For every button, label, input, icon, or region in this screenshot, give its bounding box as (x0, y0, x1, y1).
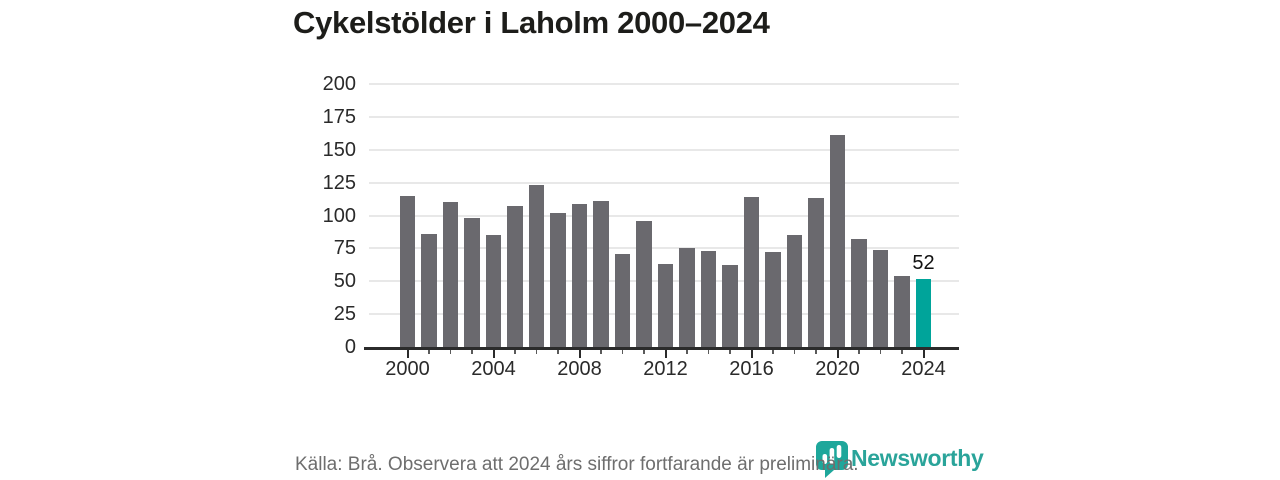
y-axis-tick-label: 100 (322, 204, 356, 227)
bar-2021 (851, 239, 867, 347)
x-axis-minor-tick (707, 350, 710, 354)
gridline (369, 115, 959, 118)
x-axis-tick-label: 2024 (901, 358, 946, 380)
newsworthy-logo-icon (816, 441, 848, 478)
bar-2008 (571, 204, 588, 347)
x-axis-minor-tick (729, 350, 731, 354)
x-axis-minor-tick (815, 350, 817, 354)
x-axis-minor-tick (557, 350, 559, 354)
chart-title: Cykelstölder i Laholm 2000–2024 (293, 5, 770, 40)
x-axis-minor-tick (428, 350, 430, 354)
x-axis-major-tick (922, 350, 925, 358)
bar-2010 (614, 254, 631, 347)
x-axis-tick-label: 2016 (729, 358, 774, 380)
x-axis-minor-tick (514, 350, 516, 354)
bar-2013 (679, 248, 695, 347)
x-axis-line (364, 347, 959, 350)
bar-2001 (421, 234, 437, 347)
gridline (369, 214, 959, 217)
x-axis-major-tick (406, 350, 409, 358)
x-axis-tick-label: 2000 (385, 358, 430, 380)
x-axis-minor-tick (686, 350, 688, 354)
x-axis-tick-label: 2020 (815, 358, 860, 380)
x-axis-minor-tick (600, 350, 602, 354)
y-axis-tick-label: 125 (322, 171, 356, 194)
x-axis-major-tick (578, 350, 581, 358)
bar-2002 (442, 202, 459, 347)
y-axis-tick-label: 0 (344, 336, 356, 358)
y-axis-tick-label: 150 (322, 138, 356, 161)
bar-2014 (700, 251, 717, 347)
bar-2019 (808, 198, 824, 347)
x-axis-major-tick (664, 350, 667, 358)
x-axis-minor-tick (643, 350, 645, 354)
gridline (369, 83, 959, 85)
bar-2007 (550, 213, 566, 347)
bar-2016 (743, 197, 760, 347)
value-annotation: 52 (912, 251, 935, 274)
bar-2022 (872, 250, 889, 347)
gridline (369, 247, 959, 250)
bar-2023 (894, 276, 910, 347)
bar-2018 (786, 235, 803, 347)
bar-2012 (657, 264, 674, 347)
x-axis-tick-label: 2004 (471, 358, 516, 380)
x-axis-minor-tick (858, 350, 860, 354)
x-axis-minor-tick (879, 350, 882, 354)
x-axis-minor-tick (621, 350, 624, 354)
bar-2017 (765, 252, 781, 347)
y-axis-tick-label: 175 (322, 105, 356, 128)
bar-2015 (722, 265, 738, 347)
x-axis-minor-tick (449, 350, 452, 354)
y-axis-tick-label: 75 (333, 237, 356, 260)
newsworthy-wordmark: Newsworthy (851, 445, 984, 471)
x-axis-minor-tick (471, 350, 473, 354)
y-axis-tick-label: 50 (333, 270, 356, 293)
x-axis-major-tick (750, 350, 753, 358)
source-note: Källa: Brå. Observera att 2024 års siffr… (295, 454, 859, 475)
bar-2024 (915, 279, 932, 347)
x-axis-tick-label: 2008 (557, 358, 602, 380)
bar-2004 (485, 235, 502, 347)
bar-2011 (636, 221, 652, 347)
x-axis-major-tick (492, 350, 495, 358)
y-axis-tick-label: 25 (333, 303, 356, 326)
x-axis-major-tick (836, 350, 839, 358)
bar-2006 (528, 185, 545, 347)
bar-2005 (507, 206, 523, 347)
x-axis-minor-tick (793, 350, 796, 354)
x-axis-minor-tick (901, 350, 903, 354)
bar-2009 (593, 201, 609, 347)
x-axis-tick-label: 2012 (643, 358, 688, 380)
x-axis-minor-tick (772, 350, 774, 354)
gridline (369, 181, 959, 184)
bar-2003 (464, 218, 480, 347)
bar-2000 (399, 196, 416, 347)
bar-2020 (829, 135, 846, 347)
gridline (369, 148, 959, 151)
y-axis-tick-label: 200 (322, 73, 356, 95)
x-axis-minor-tick (535, 350, 538, 354)
